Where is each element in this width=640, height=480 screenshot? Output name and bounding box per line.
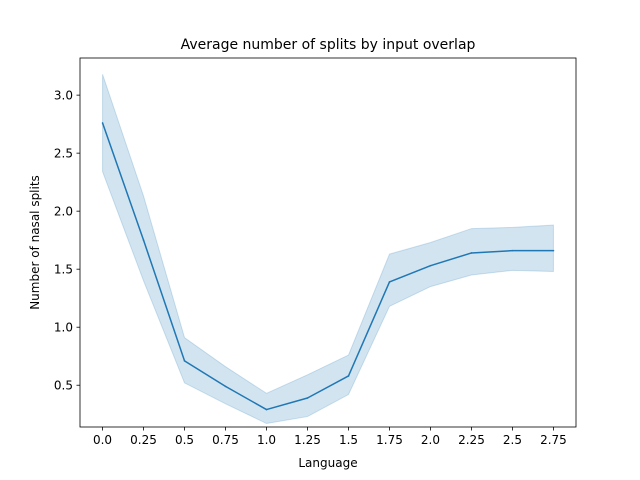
x-tick-label: 2.0 <box>421 433 440 447</box>
data-point <box>306 397 309 399</box>
data-point <box>552 249 555 252</box>
x-tick-label: 0.0 <box>93 433 112 447</box>
x-axis-label: Language <box>298 456 357 470</box>
y-tick-label: 2.5 <box>54 146 73 160</box>
x-tick-label: 2.75 <box>540 433 567 447</box>
confidence-band <box>102 74 554 425</box>
x-tick-label: 0.75 <box>212 433 239 447</box>
y-tick-label: 0.5 <box>54 379 73 393</box>
data-point <box>470 252 473 254</box>
data-point <box>101 122 104 124</box>
x-tick-label: 1.25 <box>294 433 321 447</box>
x-axis: 0.0 0.25 0.5 0.75 1.0 1.25 1.5 1.75 2.0 2.25 2.5 2.… <box>93 427 567 447</box>
y-axis-label: Number of nasal splits <box>28 175 42 310</box>
data-point <box>142 239 145 241</box>
data-point <box>224 385 227 388</box>
data-point <box>388 281 391 283</box>
chart-title: Average number of splits by input overla… <box>181 37 476 53</box>
series-line-layer <box>101 122 555 411</box>
x-tick-label: 0.25 <box>130 433 157 447</box>
data-point <box>429 264 432 267</box>
x-tick-label: 2.25 <box>458 433 485 447</box>
data-point <box>511 249 514 252</box>
x-tick-label: 1.75 <box>376 433 403 447</box>
series-line <box>101 122 554 411</box>
data-point <box>347 375 350 377</box>
data-point <box>183 360 186 362</box>
y-tick-label: 3.0 <box>54 88 73 102</box>
y-tick-label: 1.0 <box>54 321 73 335</box>
y-axis: 0.5 1.0 1.5 2.0 2.5 3.0 <box>54 88 80 393</box>
x-tick-label: 1.0 <box>257 433 276 447</box>
y-tick-label: 1.5 <box>54 262 73 276</box>
plot-frame <box>79 57 577 428</box>
plot-area <box>101 74 555 425</box>
data-point <box>265 408 268 411</box>
y-tick-label: 2.0 <box>54 204 73 218</box>
x-tick-label: 1.5 <box>339 433 358 447</box>
x-tick-label: 0.5 <box>175 433 194 447</box>
x-tick-label: 2.5 <box>503 433 522 447</box>
confidence-band-layer <box>102 74 554 425</box>
